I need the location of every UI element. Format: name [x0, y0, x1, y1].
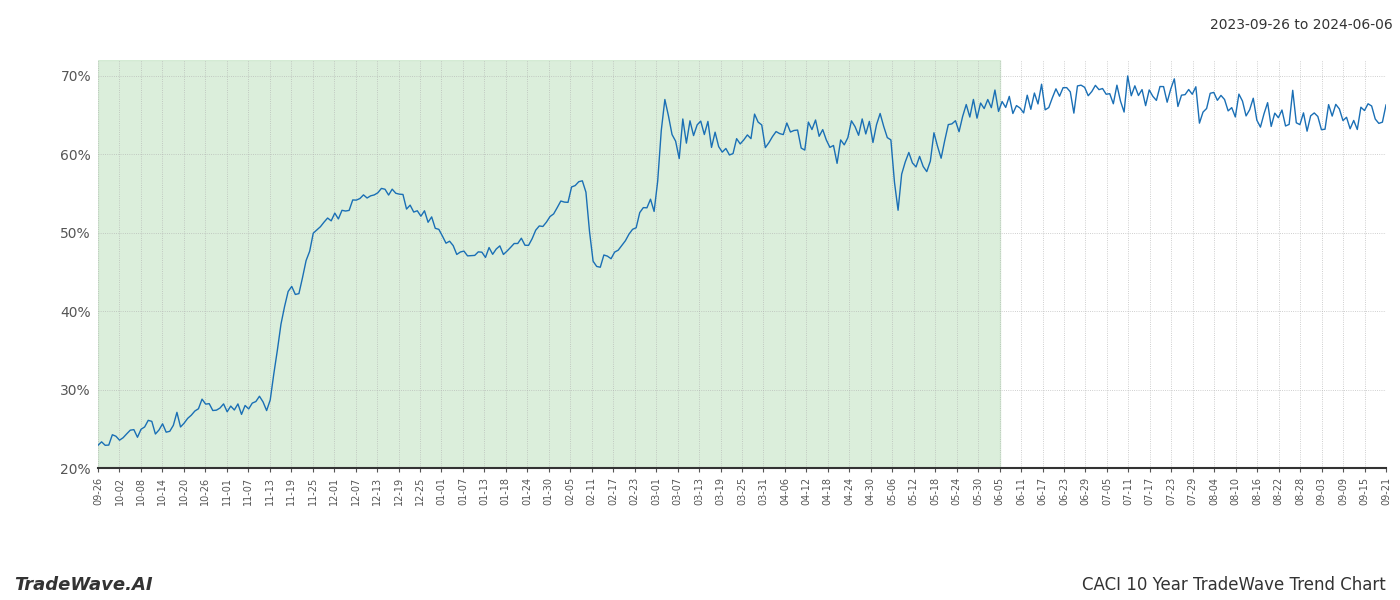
Bar: [98, 60, 1000, 468]
Text: CACI 10 Year TradeWave Trend Chart: CACI 10 Year TradeWave Trend Chart: [1082, 576, 1386, 594]
Text: TradeWave.AI: TradeWave.AI: [14, 576, 153, 594]
Text: 2023-09-26 to 2024-06-06: 2023-09-26 to 2024-06-06: [1210, 18, 1393, 32]
